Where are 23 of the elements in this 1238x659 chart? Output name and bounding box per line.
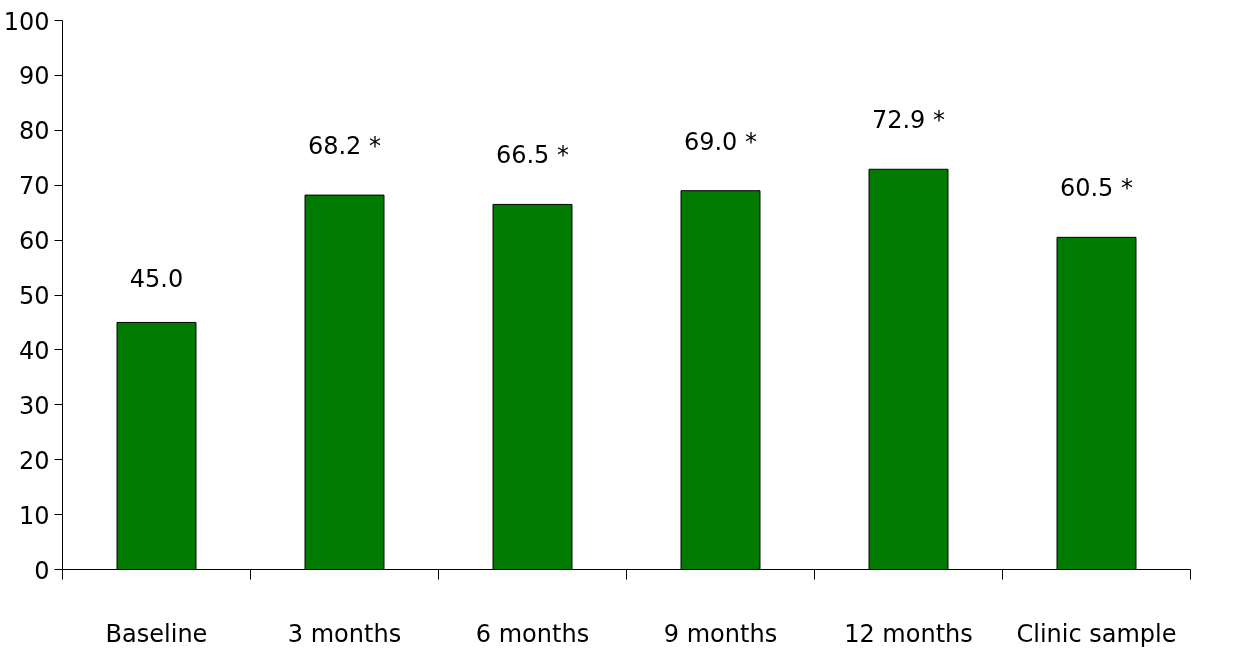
x-tick-label: 3 months	[287, 619, 402, 648]
y-tick-label: 20	[18, 446, 50, 475]
x-tick-label: 6 months	[475, 619, 590, 648]
x-tick-label: Clinic sample	[1016, 619, 1177, 648]
data-label: 60.5 *	[1059, 174, 1134, 203]
y-tick-label: 100	[3, 7, 50, 36]
data-label: 72.9 *	[871, 106, 946, 135]
data-label: 69.0 *	[683, 127, 758, 156]
data-label: 45.0	[129, 265, 184, 294]
y-tick-label: 30	[18, 391, 50, 420]
x-tick-label: Baseline	[105, 619, 208, 648]
y-tick-label: 40	[18, 336, 50, 365]
x-tick-label: 9 months	[663, 619, 778, 648]
y-tick-label: 90	[18, 62, 50, 91]
y-tick-label: 70	[18, 172, 50, 201]
y-tick-label: 50	[18, 282, 50, 310]
x-tick-label: 12 months	[844, 619, 973, 648]
data-label: 68.2 *	[307, 132, 382, 161]
y-tick-label: 10	[18, 501, 50, 530]
y-tick-label: 60	[18, 227, 50, 256]
y-tick-label: 0	[34, 556, 50, 585]
y-tick-label: 80	[18, 117, 50, 146]
data-label: 66.5 *	[495, 141, 570, 170]
